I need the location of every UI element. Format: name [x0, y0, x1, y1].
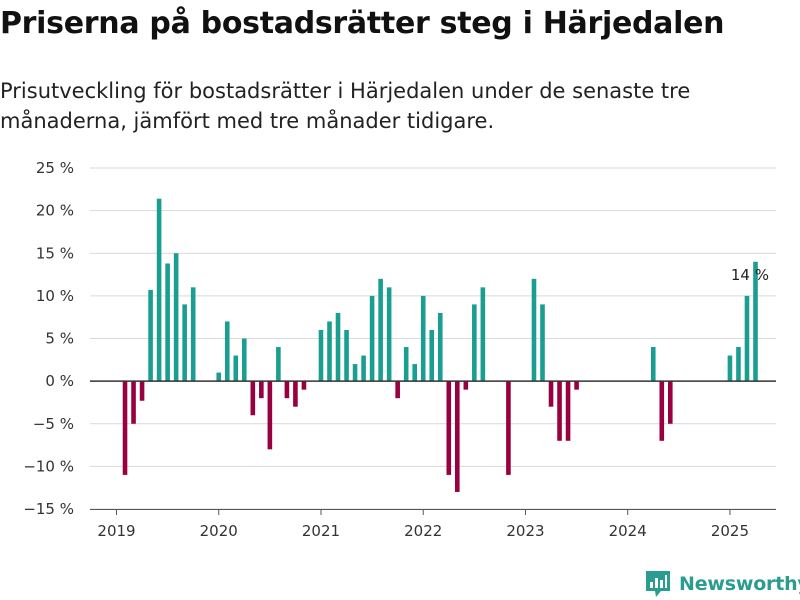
bar — [455, 381, 460, 492]
bar — [378, 278, 383, 382]
y-tick-label: 20 % — [36, 202, 74, 220]
bar — [386, 287, 392, 382]
bar — [446, 381, 452, 475]
y-axis-tick-labels: 25 % 20 % 15 % 10 % 5 % 0 % −5 % −10 % −15 % — [23, 159, 74, 518]
bars — [122, 198, 758, 492]
x-tick-label: 2023 — [506, 522, 544, 540]
bar — [165, 263, 170, 382]
bar — [369, 295, 375, 382]
bar — [259, 381, 264, 399]
bar — [344, 329, 349, 382]
bar — [242, 338, 247, 382]
x-tick-label: 2021 — [302, 522, 340, 540]
bar — [403, 347, 409, 382]
bar — [437, 312, 443, 382]
y-tick-label: −15 % — [23, 500, 74, 518]
bar — [668, 381, 673, 424]
x-tick-label: 2024 — [609, 522, 647, 540]
bar — [156, 198, 162, 382]
bar — [293, 381, 298, 407]
bar — [480, 287, 486, 382]
bar — [182, 304, 187, 382]
chart-subtitle: Prisutveckling för bostadsrätter i Härje… — [0, 79, 691, 133]
bar — [267, 381, 273, 450]
bar — [224, 321, 230, 382]
bar — [744, 295, 750, 382]
bar — [531, 278, 537, 382]
bar — [190, 287, 196, 382]
bar — [148, 289, 153, 382]
bar — [139, 381, 145, 401]
x-axis-tick-labels: 2019 2020 2021 2022 2023 2024 2025 — [97, 509, 749, 540]
bar — [327, 321, 332, 382]
bar — [318, 329, 324, 382]
bar — [395, 381, 400, 399]
bar — [352, 364, 358, 382]
bar — [506, 381, 511, 475]
bar — [650, 347, 656, 382]
bar — [540, 304, 545, 382]
bar — [472, 304, 477, 382]
newsworthy-brand: Newsworthy — [644, 568, 800, 600]
bar — [361, 355, 366, 382]
bar — [557, 381, 562, 441]
bar — [420, 295, 426, 382]
newsworthy-logo-icon — [646, 571, 670, 597]
bar — [736, 347, 741, 382]
bar — [429, 329, 435, 382]
bar — [463, 381, 469, 390]
x-tick-label: 2025 — [711, 522, 749, 540]
y-tick-label: 15 % — [36, 244, 74, 262]
y-tick-label: −5 % — [33, 415, 74, 433]
bar — [250, 381, 256, 416]
y-tick-label: 5 % — [45, 330, 74, 348]
bar — [131, 381, 136, 424]
bar — [659, 381, 665, 441]
y-tick-label: 25 % — [36, 159, 74, 177]
bar — [753, 261, 758, 382]
bar — [122, 381, 128, 475]
bar — [574, 381, 579, 390]
bar — [276, 347, 281, 382]
bar — [565, 381, 571, 441]
y-tick-label: −10 % — [23, 457, 74, 475]
bar — [335, 312, 341, 382]
x-tick-label: 2022 — [404, 522, 442, 540]
bar — [233, 355, 239, 382]
bar — [548, 381, 554, 407]
y-tick-label: 10 % — [36, 287, 74, 305]
chart-title: Priserna på bostadsrätter steg i Härjeda… — [0, 6, 725, 41]
bar — [727, 355, 733, 382]
x-tick-label: 2020 — [200, 522, 238, 540]
latest-value-label: 14 % — [731, 266, 769, 284]
bar — [216, 372, 222, 382]
y-tick-label: 0 % — [45, 372, 74, 390]
axes — [90, 380, 776, 510]
bar — [173, 253, 179, 382]
brand-name: Newsworthy — [679, 573, 800, 595]
bar — [412, 364, 417, 382]
bar — [284, 381, 290, 399]
bar — [301, 381, 307, 390]
annotations: 14 % — [731, 266, 769, 284]
x-tick-label: 2019 — [97, 522, 135, 540]
